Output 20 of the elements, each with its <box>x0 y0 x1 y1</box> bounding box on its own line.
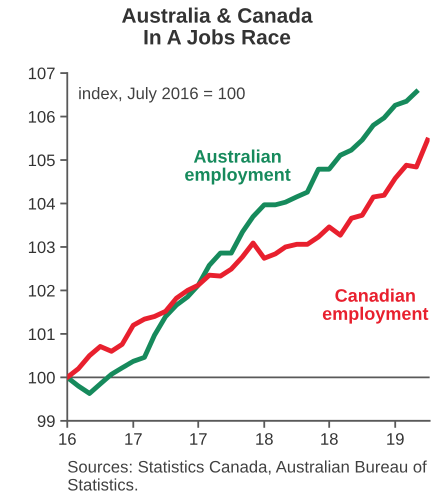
y-tick-label: 102 <box>28 284 55 297</box>
x-tick-label: 18 <box>256 433 273 445</box>
y-tick-label: 104 <box>28 198 55 210</box>
x-tick-label: 17 <box>125 433 142 445</box>
x-tick-label: 16 <box>59 433 76 445</box>
y-tick-label: 105 <box>28 154 55 166</box>
y-tick-label: 101 <box>28 328 55 340</box>
x-tick-label: 18 <box>321 433 338 445</box>
y-tick-label: 106 <box>28 110 55 123</box>
annotation: index, July 2016 = 100 <box>79 86 245 103</box>
source-note: Sources: Statistics Canada, Australian Bureau of Statistics. <box>68 460 427 491</box>
y-tick-label: 99 <box>38 415 55 428</box>
chart-title: Australia & Canada In A Jobs Race <box>122 8 313 45</box>
y-tick-label: 107 <box>28 67 55 80</box>
x-tick-label: 17 <box>190 433 207 445</box>
y-tick-label: 103 <box>28 241 55 254</box>
text: Canadian employment <box>322 288 428 324</box>
y-tick-label: 100 <box>28 372 55 384</box>
x-tick-label: 19 <box>387 433 404 445</box>
series-label: Australian employment <box>185 149 291 184</box>
